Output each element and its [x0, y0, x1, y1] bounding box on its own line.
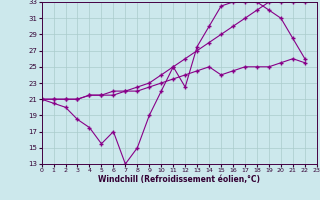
X-axis label: Windchill (Refroidissement éolien,°C): Windchill (Refroidissement éolien,°C) — [98, 175, 260, 184]
